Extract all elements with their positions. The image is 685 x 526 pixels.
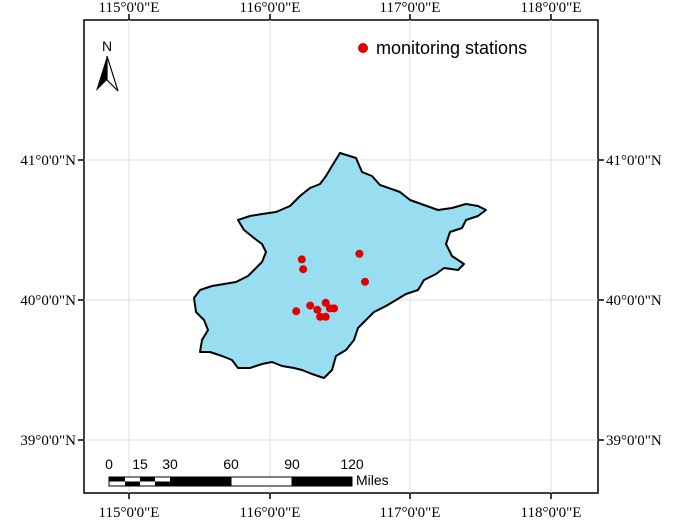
scale-tick-120: 120 [340,456,364,472]
station-marker [299,265,308,274]
lat-label-right-39: 39°0'0"N [606,433,662,449]
station-marker [355,249,364,258]
scale-tick-15: 15 [132,456,148,472]
station-marker [316,312,325,321]
lon-label-top-117: 117°0'0"E [380,0,441,16]
lat-label-left-39: 39°0'0"N [20,433,76,449]
lon-label-top-118: 118°0'0"E [521,0,582,16]
station-marker [313,305,322,314]
station-marker [292,307,301,316]
north-arrow-icon [96,56,107,91]
lon-label-bottom-116: 116°0'0"E [240,505,301,521]
station-marker [306,301,315,310]
station-marker [361,277,369,286]
scale-tick-90: 90 [284,456,300,472]
lon-label-bottom-115: 115°0'0"E [99,505,160,521]
station-marker [321,312,330,321]
north-arrow-label: N [102,38,112,54]
north-arrow: N [96,38,119,92]
scale-bar: 0 15 30 60 90 120 Miles [105,456,389,488]
lon-label-bottom-117: 117°0'0"E [380,505,441,521]
scale-unit: Miles [356,472,389,488]
station-marker [297,255,306,264]
lon-label-top-115: 115°0'0"E [99,0,160,16]
legend: monitoring stations [358,38,527,58]
lat-label-left-41: 41°0'0"N [20,153,76,169]
scale-tick-60: 60 [223,456,239,472]
region-polygon [193,152,487,379]
scale-tick-0: 0 [105,456,113,472]
stations-layer [292,249,369,321]
frame-ticks [78,14,604,499]
lon-label-bottom-118: 118°0'0"E [521,505,582,521]
lat-label-right-40: 40°0'0"N [606,293,662,309]
lat-label-right-41: 41°0'0"N [606,153,662,169]
station-marker [321,298,330,307]
lon-label-top-116: 116°0'0"E [240,0,301,16]
legend-marker [358,43,368,53]
legend-label: monitoring stations [376,38,527,58]
lat-label-left-40: 40°0'0"N [20,293,76,309]
scale-tick-30: 30 [162,456,178,472]
station-marker [330,304,339,313]
